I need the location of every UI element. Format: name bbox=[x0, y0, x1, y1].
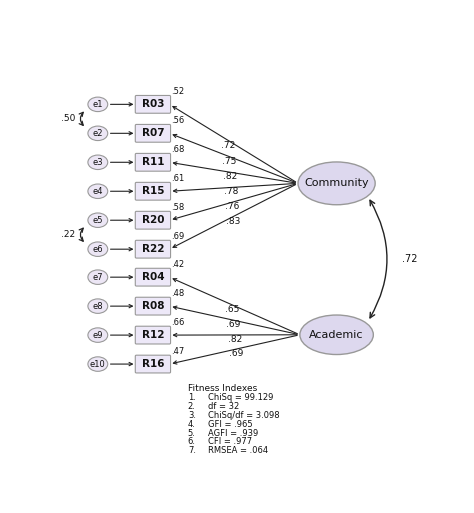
Text: .42: .42 bbox=[171, 260, 184, 269]
Text: e2: e2 bbox=[92, 129, 103, 138]
Text: R15: R15 bbox=[142, 186, 164, 196]
Text: .72: .72 bbox=[402, 254, 418, 264]
Text: R11: R11 bbox=[142, 157, 164, 167]
Text: e10: e10 bbox=[90, 360, 106, 368]
FancyBboxPatch shape bbox=[135, 95, 171, 113]
Text: .47: .47 bbox=[171, 347, 184, 356]
Ellipse shape bbox=[88, 213, 108, 227]
Text: .75: .75 bbox=[222, 157, 237, 166]
Text: .48: .48 bbox=[171, 289, 184, 298]
Text: 2.: 2. bbox=[188, 402, 196, 411]
Text: e6: e6 bbox=[92, 245, 103, 254]
Text: R12: R12 bbox=[142, 330, 164, 340]
Text: Academic: Academic bbox=[310, 330, 364, 340]
Text: .69: .69 bbox=[171, 232, 184, 241]
Text: CFI = .977: CFI = .977 bbox=[208, 438, 252, 446]
Text: .83: .83 bbox=[227, 217, 241, 226]
Text: R04: R04 bbox=[142, 272, 164, 282]
Text: .66: .66 bbox=[171, 318, 184, 327]
Text: .82: .82 bbox=[228, 334, 242, 344]
FancyBboxPatch shape bbox=[135, 326, 171, 344]
Text: R20: R20 bbox=[142, 215, 164, 225]
Text: R08: R08 bbox=[142, 301, 164, 311]
Text: e5: e5 bbox=[92, 216, 103, 225]
Text: df = 32: df = 32 bbox=[208, 402, 239, 411]
Text: .69: .69 bbox=[227, 320, 241, 329]
Text: e7: e7 bbox=[92, 273, 103, 282]
Text: 5.: 5. bbox=[188, 428, 196, 438]
Text: .72: .72 bbox=[221, 141, 236, 150]
Text: .76: .76 bbox=[226, 202, 240, 211]
FancyBboxPatch shape bbox=[135, 297, 171, 315]
FancyBboxPatch shape bbox=[135, 355, 171, 373]
Text: .52: .52 bbox=[171, 87, 184, 96]
Text: ChiSq/df = 3.098: ChiSq/df = 3.098 bbox=[208, 411, 280, 420]
Text: .61: .61 bbox=[171, 174, 184, 183]
Text: .65: .65 bbox=[225, 305, 240, 314]
Text: GFI = .965: GFI = .965 bbox=[208, 420, 253, 429]
Text: 6.: 6. bbox=[188, 438, 196, 446]
FancyArrowPatch shape bbox=[79, 112, 83, 125]
FancyBboxPatch shape bbox=[135, 211, 171, 229]
Ellipse shape bbox=[88, 97, 108, 112]
Text: 1.: 1. bbox=[188, 393, 196, 402]
FancyArrowPatch shape bbox=[370, 200, 387, 318]
Text: Fitness Indexes: Fitness Indexes bbox=[188, 384, 257, 393]
Text: .50: .50 bbox=[61, 114, 75, 123]
Ellipse shape bbox=[88, 184, 108, 199]
FancyBboxPatch shape bbox=[135, 153, 171, 171]
Text: R16: R16 bbox=[142, 359, 164, 369]
Text: ChiSq = 99.129: ChiSq = 99.129 bbox=[208, 393, 273, 402]
FancyBboxPatch shape bbox=[135, 240, 171, 258]
Text: .82: .82 bbox=[223, 172, 237, 181]
Ellipse shape bbox=[88, 328, 108, 342]
Text: e8: e8 bbox=[92, 302, 103, 311]
Text: Community: Community bbox=[304, 179, 369, 188]
Text: R22: R22 bbox=[142, 244, 164, 254]
Text: .78: .78 bbox=[224, 187, 239, 196]
Ellipse shape bbox=[300, 315, 374, 354]
FancyBboxPatch shape bbox=[135, 182, 171, 200]
Text: 4.: 4. bbox=[188, 420, 196, 429]
Text: .68: .68 bbox=[171, 145, 184, 154]
Ellipse shape bbox=[88, 155, 108, 169]
Text: e3: e3 bbox=[92, 158, 103, 167]
Text: e9: e9 bbox=[92, 330, 103, 340]
Text: R03: R03 bbox=[142, 100, 164, 109]
Text: e1: e1 bbox=[92, 100, 103, 109]
Text: .56: .56 bbox=[171, 116, 184, 125]
FancyBboxPatch shape bbox=[135, 268, 171, 286]
Ellipse shape bbox=[88, 270, 108, 284]
Text: .69: .69 bbox=[228, 349, 243, 358]
Text: .58: .58 bbox=[171, 203, 184, 212]
Text: .22: .22 bbox=[61, 230, 75, 239]
Ellipse shape bbox=[88, 126, 108, 141]
Ellipse shape bbox=[88, 242, 108, 256]
Text: 3.: 3. bbox=[188, 411, 196, 420]
Text: e4: e4 bbox=[92, 187, 103, 196]
Text: RMSEA = .064: RMSEA = .064 bbox=[208, 446, 268, 456]
Ellipse shape bbox=[88, 357, 108, 371]
Text: 7.: 7. bbox=[188, 446, 196, 456]
Text: AGFI = .939: AGFI = .939 bbox=[208, 428, 258, 438]
FancyArrowPatch shape bbox=[79, 228, 83, 241]
Text: R07: R07 bbox=[142, 128, 164, 139]
FancyBboxPatch shape bbox=[135, 125, 171, 142]
Ellipse shape bbox=[298, 162, 375, 205]
Ellipse shape bbox=[88, 299, 108, 313]
